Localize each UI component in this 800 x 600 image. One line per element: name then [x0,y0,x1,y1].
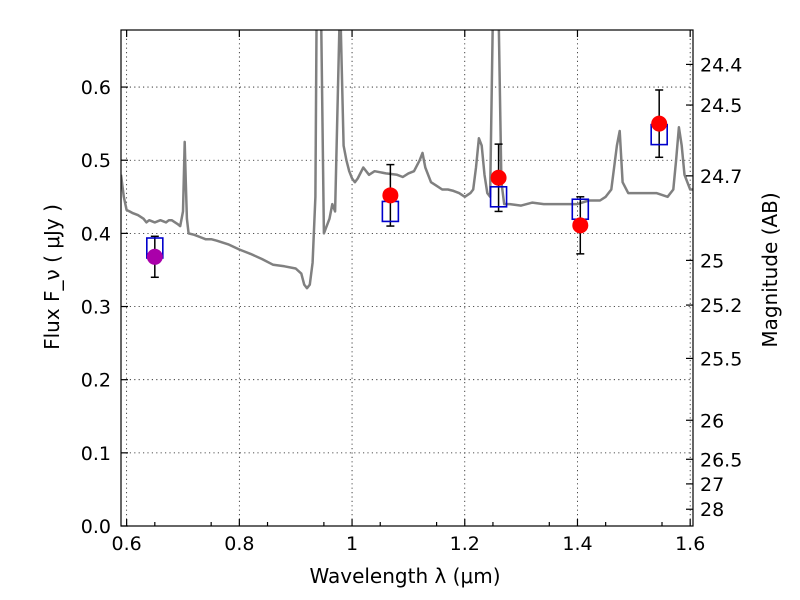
observed-point-0 [146,248,163,265]
observed-point-1 [382,187,399,204]
data-layer [121,30,693,290]
x-tick-label-2: 1 [346,533,358,555]
grid-layer [121,30,693,527]
marker-layer [146,89,668,279]
observed-point-4 [651,115,668,132]
x-tick-label-0: 0.6 [112,533,142,555]
y-tick-label-1: 0.1 [81,443,111,465]
y-tick-label-3: 0.3 [81,297,111,319]
mag-tick-label-3: 25 [700,250,724,272]
mag-tick-label-1: 24.5 [700,95,742,117]
observed-point-2 [490,169,507,186]
y-tick-label-0: 0.0 [81,516,111,538]
x-tick-label-4: 1.4 [562,533,592,555]
x-axis-title: Wavelength λ (μm) [309,564,500,588]
mag-tick-label-8: 27 [700,474,724,496]
mag-tick-label-0: 24.4 [700,54,742,76]
mag-tick-label-9: 28 [700,499,724,521]
y-tick-label-4: 0.4 [81,223,111,245]
y-axis-title-right: Magnitude (AB) [758,192,782,347]
model-photometry-box-2 [489,185,508,208]
x-tick-label-1: 0.8 [224,533,254,555]
x-tick-label-3: 1.2 [450,533,480,555]
y-tick-label-6: 0.6 [81,77,111,99]
mag-tick-label-5: 25.5 [700,348,742,370]
plot-frame [120,29,694,527]
mag-tick-label-7: 26.5 [700,449,742,471]
mag-tick-label-6: 26 [700,410,724,432]
sed-model-line [121,30,693,290]
mag-tick-label-2: 24.7 [700,166,742,188]
x-tick-label-5: 1.6 [675,533,705,555]
observed-point-3 [572,217,589,234]
y-tick-label-5: 0.5 [81,150,111,172]
y-axis-title: Flux F_ν ( μJy ) [40,204,64,350]
mag-tick-label-4: 25.2 [700,295,742,317]
axis-layer: 0.6 0.8 1 1.2 1.4 1.6 0.0 0.1 0.2 0.3 0.4 0.5 0.6 24.… [81,29,742,555]
y-tick-label-2: 0.2 [81,370,111,392]
